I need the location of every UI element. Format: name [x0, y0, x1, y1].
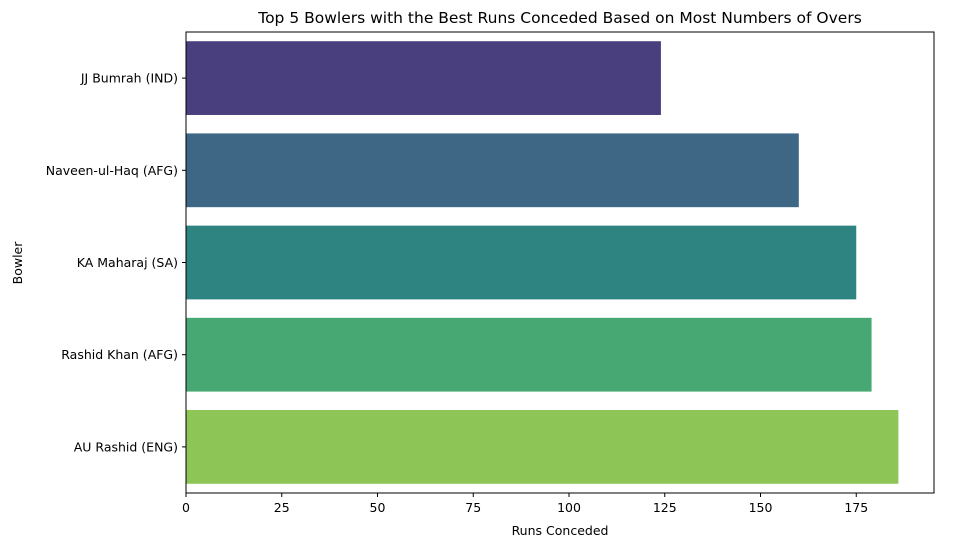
x-axis-label: Runs Conceded [512, 523, 609, 538]
x-axis-ticks: 0 25 50 75 100 125 150 175 [182, 493, 868, 515]
x-tick-label: 100 [557, 500, 581, 515]
y-tick-label: JJ Bumrah (IND) [80, 71, 178, 86]
y-axis-label: Bowler [10, 241, 25, 285]
y-tick-label: KA Maharaj (SA) [77, 255, 178, 270]
bars-group [186, 41, 899, 484]
x-tick-label: 175 [844, 500, 868, 515]
bar-3 [186, 317, 872, 392]
y-axis-ticks: JJ Bumrah (IND) Naveen-ul-Haq (AFG) KA Mah… [46, 71, 186, 454]
x-tick-label: 25 [274, 500, 290, 515]
bar-1 [186, 133, 799, 208]
x-tick-label: 150 [749, 500, 773, 515]
chart-title: Top 5 Bowlers with the Best Runs Concede… [257, 9, 862, 27]
x-tick-label: 125 [653, 500, 677, 515]
y-tick-label: Rashid Khan (AFG) [61, 347, 178, 362]
bar-2 [186, 225, 857, 300]
x-tick-label: 0 [182, 500, 190, 515]
bar-0 [186, 41, 661, 115]
y-tick-label: Naveen-ul-Haq (AFG) [46, 163, 178, 178]
y-tick-label: AU Rashid (ENG) [74, 439, 178, 454]
x-tick-label: 50 [370, 500, 386, 515]
bar-4 [186, 410, 899, 484]
plot-frame [185, 31, 935, 494]
x-tick-label: 75 [465, 500, 481, 515]
